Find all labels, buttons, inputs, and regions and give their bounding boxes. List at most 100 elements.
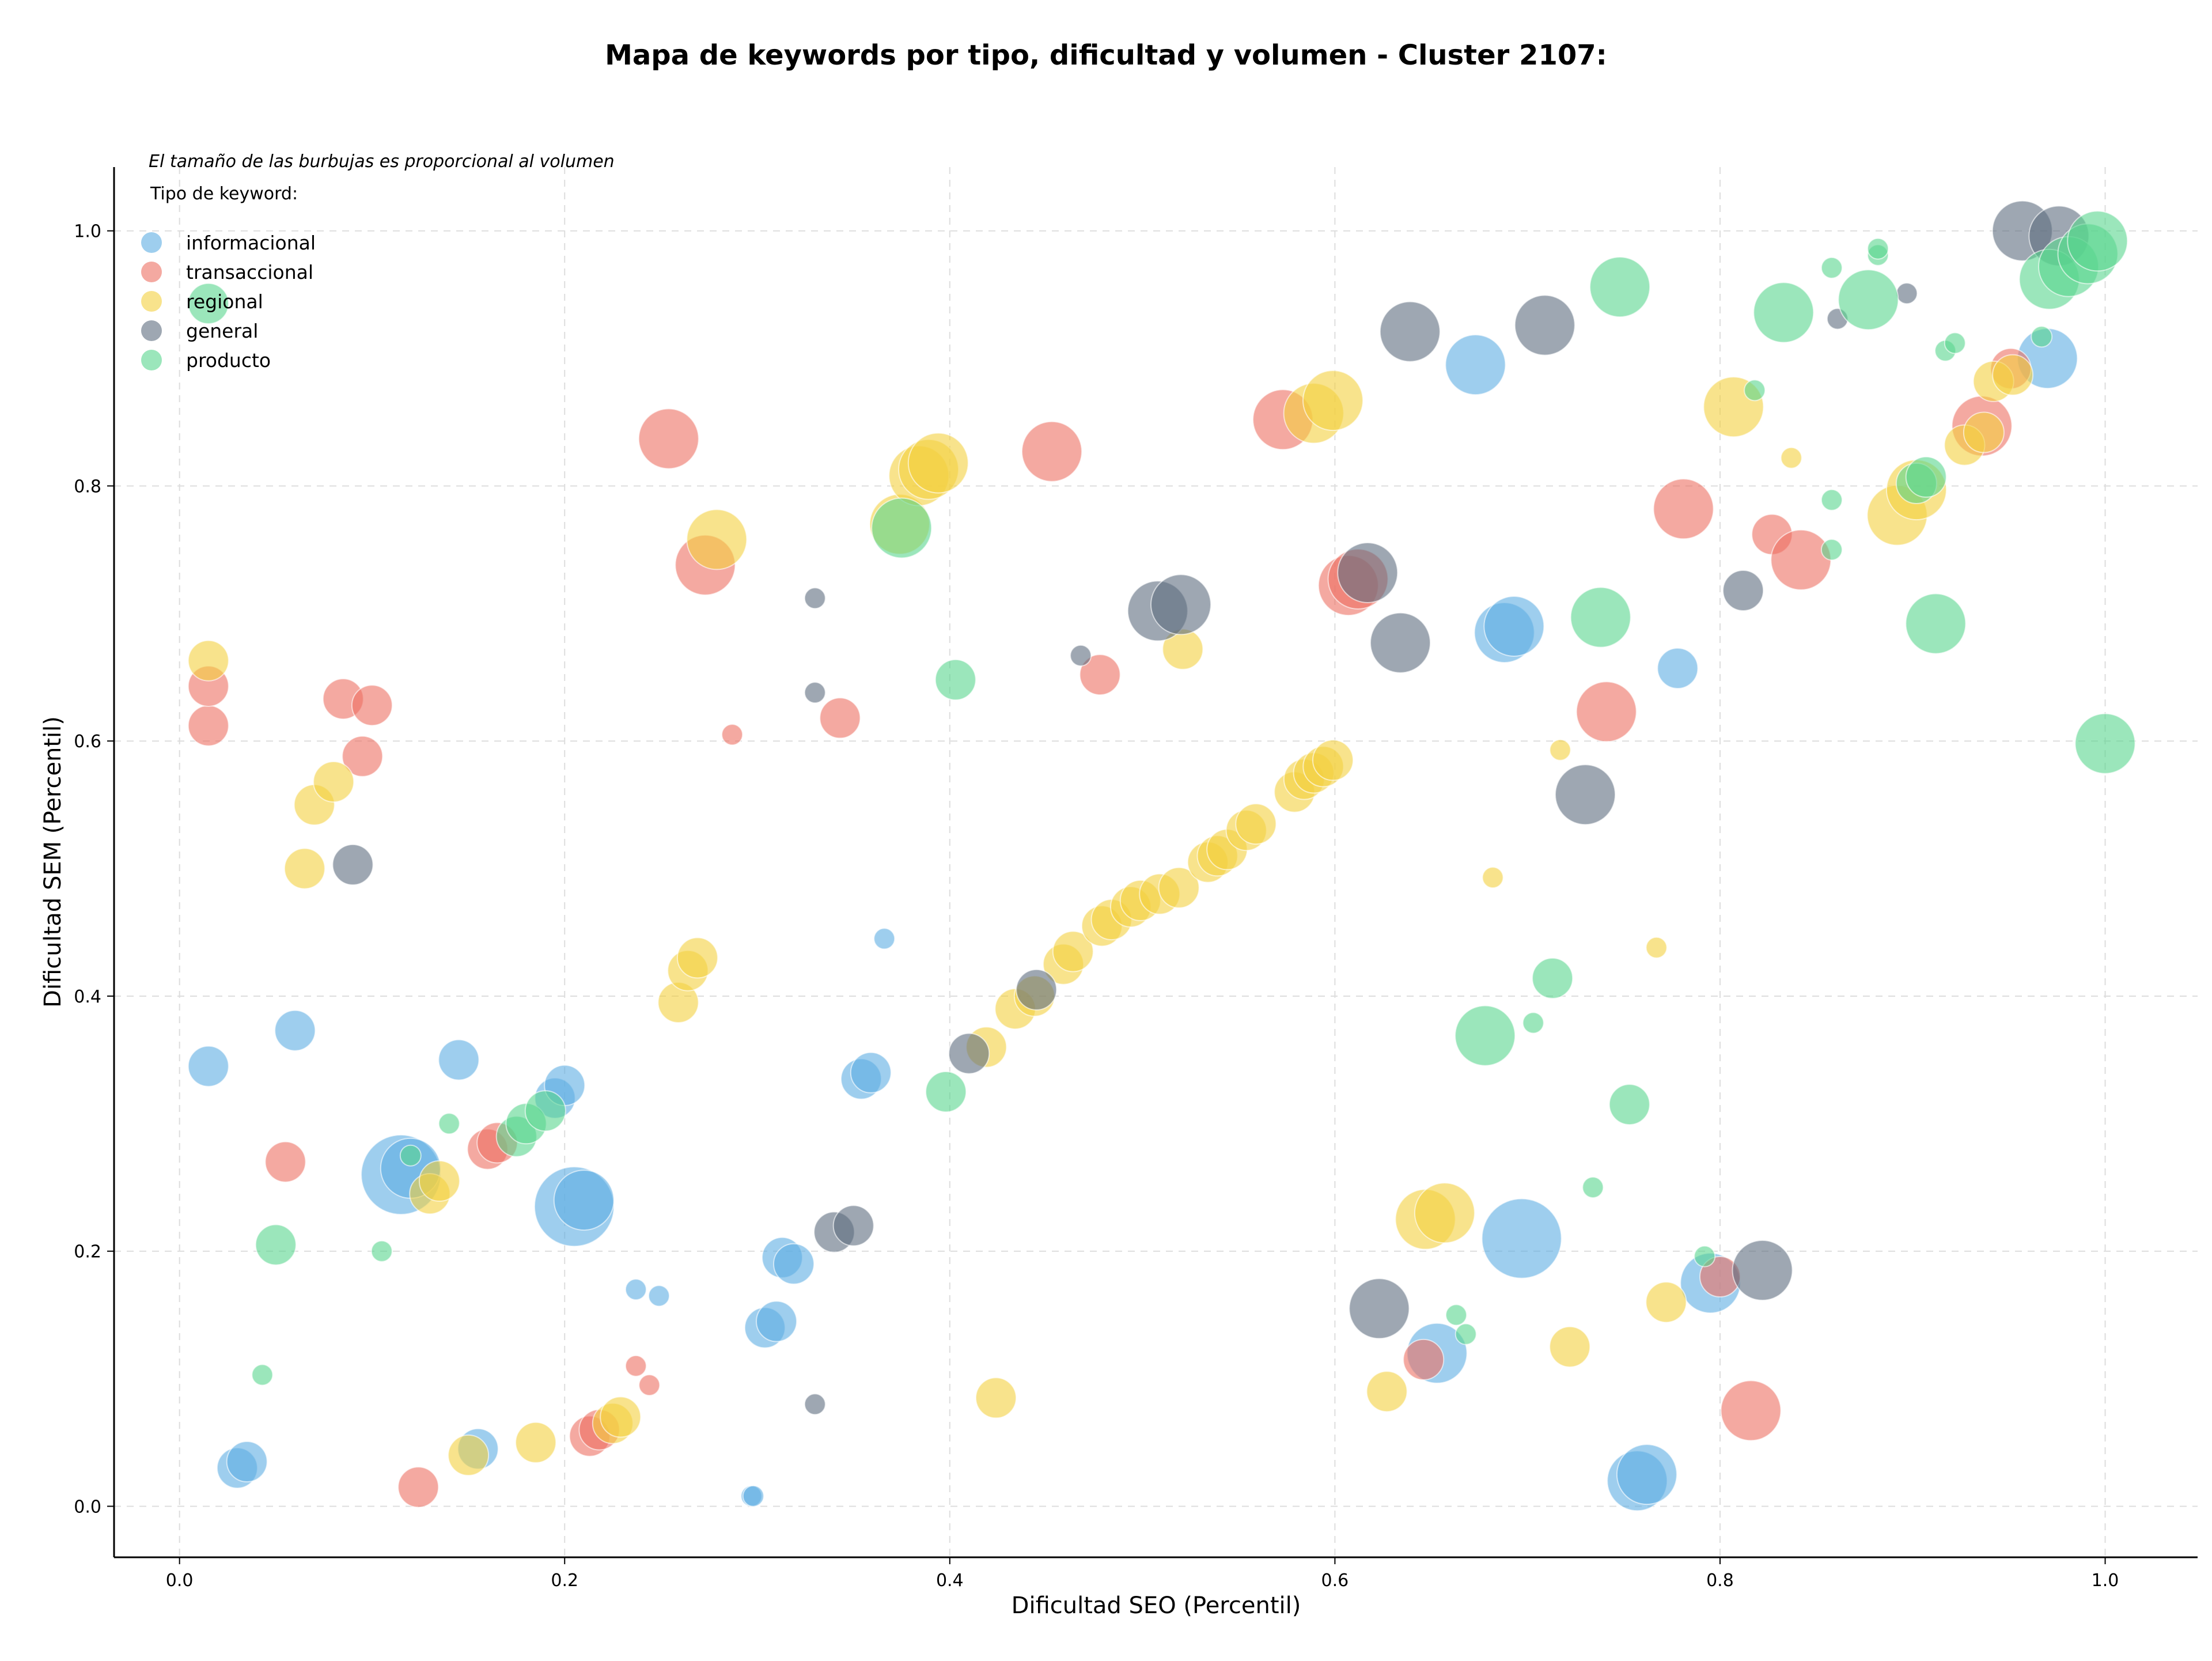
informacional-bubble (553, 1170, 615, 1231)
legend-marker (141, 232, 162, 253)
legend-label: regional (186, 290, 263, 313)
legend-item-informacional: informacional (141, 232, 316, 254)
informacional-bubble (773, 1243, 815, 1285)
bubble-size-note: El tamaño de las burbujas es proporciona… (149, 152, 615, 172)
x-tick-label: 1.0 (2092, 1571, 2119, 1591)
regional-bubble (1052, 930, 1094, 973)
producto-bubble (1905, 456, 1947, 498)
producto-bubble (2031, 326, 2053, 348)
x-tick-label: 0.2 (551, 1571, 578, 1591)
legend-marker (141, 350, 162, 370)
transaccional-bubble (351, 684, 393, 727)
producto-bubble (1532, 958, 1574, 999)
legend-label: informacional (186, 232, 316, 254)
producto-bubble (524, 1090, 566, 1132)
regional-bubble (676, 937, 718, 979)
y-tick-label: 0.2 (74, 1242, 101, 1262)
producto-bubble (2067, 210, 2128, 272)
general-bubble (1722, 570, 1764, 611)
producto-bubble (251, 1364, 274, 1386)
regional-bubble (1312, 739, 1354, 781)
regional-bubble (686, 509, 748, 570)
regional-bubble (1158, 867, 1200, 909)
informacional-bubble (226, 1441, 268, 1482)
producto-bubble (1820, 539, 1843, 561)
regional-bubble (1549, 739, 1571, 761)
producto-bubble (1744, 379, 1766, 402)
informacional-bubble (438, 1039, 480, 1081)
informacional-bubble (274, 1009, 316, 1051)
general-bubble (332, 843, 374, 886)
transaccional-bubble (1079, 654, 1121, 696)
x-tick-label: 0.4 (936, 1571, 964, 1591)
regional-bubble (1645, 1281, 1687, 1323)
legend-marker (141, 262, 162, 282)
informacional-bubble (1445, 334, 1506, 396)
legend-item-transaccional: transaccional (141, 261, 313, 283)
general-bubble (1337, 542, 1399, 603)
transaccional-bubble (1403, 1338, 1445, 1380)
informacional-bubble (624, 1278, 647, 1301)
x-tick-label: 0.0 (166, 1571, 194, 1591)
legend-label: general (186, 320, 258, 342)
regional-bubble (1963, 411, 2005, 453)
axes (113, 167, 2198, 1558)
regional-bubble (1645, 936, 1668, 959)
transaccional-bubble (1720, 1380, 1782, 1441)
legend-item-general: general (141, 320, 258, 342)
y-tick-label: 0.4 (74, 987, 101, 1007)
general-bubble (1732, 1239, 1793, 1301)
informacional-bubble (187, 1045, 229, 1087)
regional-bubble (1482, 867, 1504, 889)
regional-bubble (1366, 1371, 1408, 1413)
general-bubble (1379, 301, 1441, 362)
producto-bubble (925, 1071, 967, 1113)
producto-bubble (1694, 1245, 1716, 1267)
producto-bubble (1838, 269, 1899, 331)
legend-label: producto (186, 349, 271, 372)
series-general (332, 200, 2090, 1416)
series-producto (187, 210, 2136, 1386)
informacional-bubble (1483, 596, 1545, 657)
regional-bubble (313, 761, 355, 803)
y-tick-label: 1.0 (74, 222, 101, 242)
y-tick-label: 0.6 (74, 732, 101, 752)
regional-bubble (448, 1434, 490, 1476)
producto-bubble (1820, 256, 1843, 279)
legend-item-regional: regional (141, 290, 263, 313)
informacional-bubble (756, 1300, 797, 1342)
producto-bubble (2074, 713, 2136, 774)
producto-bubble (1608, 1084, 1650, 1126)
regional-bubble (187, 640, 229, 682)
producto-bubble (438, 1113, 460, 1135)
producto-bubble (399, 1144, 422, 1167)
producto-bubble (1570, 587, 1631, 648)
legend: informacional transaccional regional genera… (141, 232, 316, 372)
informacional-bubble (1481, 1198, 1562, 1279)
producto-bubble (1455, 1005, 1516, 1066)
informacional-bubble (1616, 1444, 1677, 1505)
producto-bubble (1944, 332, 1966, 354)
bubble-layer (187, 200, 2136, 1512)
regional-bubble (1992, 354, 2034, 396)
transaccional-bubble (397, 1466, 440, 1508)
transaccional-bubble (1770, 529, 1832, 591)
producto-bubble (1905, 593, 1967, 654)
general-bubble (804, 682, 826, 704)
producto-bubble (1753, 282, 1815, 343)
producto-bubble (1455, 1323, 1477, 1345)
producto-bubble (1445, 1304, 1467, 1326)
general-bubble (832, 1205, 874, 1247)
regional-bubble (1302, 370, 1363, 432)
general-bubble (948, 1032, 990, 1074)
informacional-bubble (648, 1285, 670, 1307)
producto-bubble (1589, 256, 1651, 318)
general-bubble (1370, 612, 1431, 674)
general-bubble (1349, 1278, 1410, 1340)
transaccional-bubble (638, 1374, 661, 1397)
regional-bubble (907, 432, 969, 494)
transaccional-bubble (624, 1354, 647, 1377)
informacional-bubble (1657, 648, 1699, 689)
transaccional-bubble (187, 705, 229, 747)
